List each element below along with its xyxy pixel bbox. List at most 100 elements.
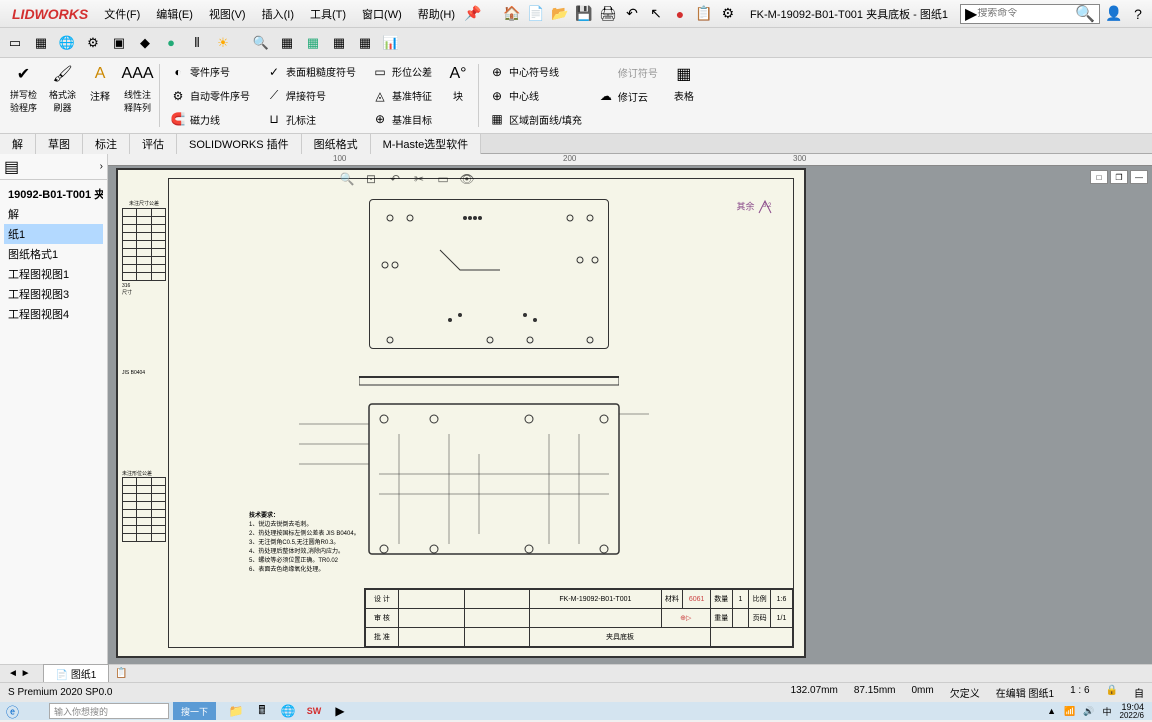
ribbon-tables[interactable]: ▦表格 [666, 60, 702, 131]
qt-icon-10[interactable]: 🔍 [250, 32, 272, 54]
home-icon[interactable]: 🏠 [502, 4, 522, 24]
taskbar-search[interactable]: 输入你想搜的 [49, 703, 169, 719]
zoom-area-icon[interactable]: ⊡ [362, 170, 380, 188]
tab-sketch[interactable]: 草图 [36, 134, 83, 154]
ribbon-surface-finish[interactable]: ✓表面粗糙度符号 [262, 60, 360, 84]
tab-0[interactable]: 解 [0, 134, 36, 154]
ribbon-magnetic-line[interactable]: 🧲磁力线 [166, 107, 254, 131]
qt-icon-12[interactable]: ▦ [302, 32, 324, 54]
ribbon-spellcheck[interactable]: ✔拼写检 验程序 [4, 60, 43, 131]
qt-icon-14[interactable]: ▦ [354, 32, 376, 54]
app-icon[interactable]: ▶ [332, 703, 348, 719]
prev-view-icon[interactable]: ↶ [386, 170, 404, 188]
tree-item[interactable]: 工程图视图4 [4, 304, 103, 324]
section-view-icon[interactable]: ✂ [410, 170, 428, 188]
ribbon-revision-symbol[interactable]: 修订符号 [594, 60, 662, 84]
maximize-icon[interactable]: □ [1090, 170, 1108, 184]
solidworks-icon[interactable]: SW [306, 703, 322, 719]
ribbon-geo-tolerance[interactable]: ▭形位公差 [368, 60, 436, 84]
qt-icon-8[interactable]: ⦀ [186, 32, 208, 54]
menu-view[interactable]: 视图(V) [201, 6, 254, 22]
restore-icon[interactable]: ❐ [1110, 170, 1128, 184]
ribbon-datum-feature[interactable]: ◬基准特征 [368, 84, 436, 108]
tree-item[interactable]: 解 [4, 204, 103, 224]
drawing-sheet[interactable]: 其余 3.2 [116, 168, 806, 658]
hide-show-icon[interactable]: 👁 [458, 170, 476, 188]
qt-icon-7[interactable]: ● [160, 32, 182, 54]
ie-icon[interactable]: ⓔ [6, 702, 19, 721]
drawing-canvas[interactable]: 100 200 300 🔍 ⊡ ↶ ✂ ▭ 👁 □ ❐ — 其余 3.2 [108, 154, 1152, 682]
taskbar-search-button[interactable]: 搜一下 [173, 702, 216, 720]
sheet-tab-1[interactable]: 📄 图纸1 [43, 664, 110, 683]
options-icon[interactable]: 📋 [694, 4, 714, 24]
qt-icon-3[interactable]: 🌐 [56, 32, 78, 54]
ribbon-linear-pattern[interactable]: AAA线性注 释阵列 [118, 60, 157, 131]
menu-window[interactable]: 窗口(W) [354, 6, 410, 22]
qt-icon-11[interactable]: ▦ [276, 32, 298, 54]
search-input[interactable] [977, 8, 1075, 19]
ribbon-balloon[interactable]: ◐零件序号 [166, 60, 254, 84]
menu-tools[interactable]: 工具(T) [302, 6, 354, 22]
ribbon-weld-symbol[interactable]: ⟋焊接符号 [262, 84, 360, 108]
network-icon[interactable]: 📶 [1064, 706, 1075, 717]
new-icon[interactable]: 📄 [526, 4, 546, 24]
help-icon[interactable]: ? [1128, 4, 1148, 24]
rebuild-icon[interactable]: ● [670, 4, 690, 24]
tree-root[interactable]: 19092-B01-T001 夹具 [4, 184, 103, 204]
display-style-icon[interactable]: ▭ [434, 170, 452, 188]
ribbon-area-hatch[interactable]: ▦区域剖面线/填充 [485, 107, 586, 131]
ribbon-centerline[interactable]: ⊕中心线 [485, 84, 586, 108]
search-icon[interactable]: 🔍 [1075, 4, 1095, 24]
user-icon[interactable]: 👤 [1104, 4, 1124, 24]
drawing-view-top[interactable] [369, 199, 609, 349]
tree-item[interactable]: 工程图视图3 [4, 284, 103, 304]
tree-item[interactable]: 图纸格式1 [4, 244, 103, 264]
ribbon-datum-target[interactable]: ⊕基准目标 [368, 107, 436, 131]
menu-file[interactable]: 文件(F) [96, 6, 148, 22]
print-icon[interactable]: 🖨 [598, 4, 618, 24]
menu-help[interactable]: 帮助(H) [410, 6, 463, 22]
ribbon-auto-balloon[interactable]: ⚙自动零件序号 [166, 84, 254, 108]
qt-icon-1[interactable]: ▭ [4, 32, 26, 54]
ribbon-note[interactable]: A注释 [82, 60, 118, 131]
command-search[interactable]: ▶ 🔍 [960, 4, 1100, 24]
undo-icon[interactable]: ↶ [622, 4, 642, 24]
ribbon-format-painter[interactable]: 🖌格式涂 刷器 [43, 60, 82, 131]
settings-icon[interactable]: ⚙ [718, 4, 738, 24]
ribbon-revision-cloud[interactable]: ☁修订云 [594, 84, 662, 108]
tray-icon[interactable]: ▲ [1047, 706, 1056, 716]
qt-icon-5[interactable]: ▣ [108, 32, 130, 54]
tree-item[interactable]: 工程图视图1 [4, 264, 103, 284]
chrome-icon[interactable]: 🌐 [280, 703, 296, 719]
menu-edit[interactable]: 编辑(E) [148, 6, 201, 22]
select-icon[interactable]: ↖ [646, 4, 666, 24]
zoom-fit-icon[interactable]: 🔍 [338, 170, 356, 188]
minimize-icon[interactable]: — [1130, 170, 1148, 184]
calc-icon[interactable]: 🖩 [254, 703, 270, 719]
pin-icon[interactable]: 📌 [463, 4, 483, 24]
tree-item[interactable]: 纸1 [4, 224, 103, 244]
open-icon[interactable]: 📂 [550, 4, 570, 24]
feature-tree[interactable]: 19092-B01-T001 夹具 解 纸1 图纸格式1 工程图视图1 工程图视… [0, 180, 107, 328]
tab-annotate[interactable]: 标注 [83, 134, 130, 154]
qt-icon-2[interactable]: ▦ [30, 32, 52, 54]
qt-icon-9[interactable]: ☀ [212, 32, 234, 54]
volume-icon[interactable]: 🔊 [1083, 706, 1094, 717]
explorer-icon[interactable]: 📁 [228, 703, 244, 719]
tab-evaluate[interactable]: 评估 [130, 134, 177, 154]
status-lock-icon[interactable]: 🔒 [1106, 685, 1118, 700]
qt-icon-13[interactable]: ▦ [328, 32, 350, 54]
ribbon-hole-callout[interactable]: ⊔孔标注 [262, 107, 360, 131]
tree-view-icon[interactable]: ▤ [4, 157, 19, 177]
ribbon-block[interactable]: A°块 [440, 60, 476, 131]
qt-icon-6[interactable]: ◆ [134, 32, 156, 54]
tab-mhaste[interactable]: M-Haste选型软件 [371, 134, 482, 154]
qt-icon-15[interactable]: 📊 [380, 32, 402, 54]
drawing-view-side[interactable] [359, 374, 619, 386]
save-icon[interactable]: 💾 [574, 4, 594, 24]
menu-insert[interactable]: 插入(I) [254, 6, 302, 22]
tab-sheet-format[interactable]: 图纸格式 [302, 134, 371, 154]
ime-indicator[interactable]: 中 [1103, 705, 1112, 718]
ribbon-center-mark[interactable]: ⊕中心符号线 [485, 60, 586, 84]
tab-addins[interactable]: SOLIDWORKS 插件 [177, 134, 302, 154]
